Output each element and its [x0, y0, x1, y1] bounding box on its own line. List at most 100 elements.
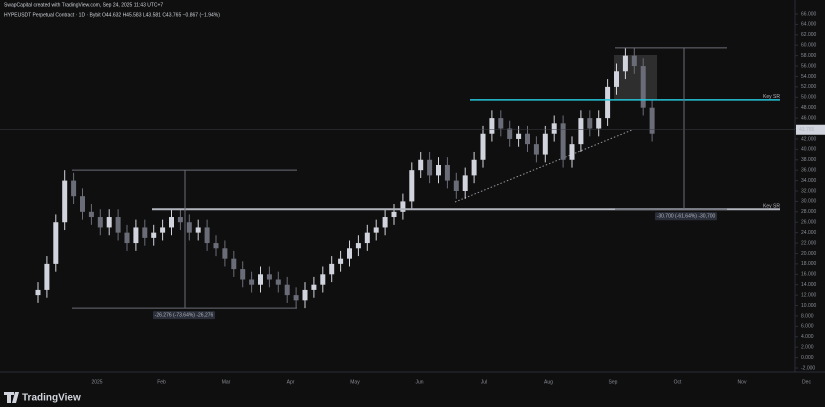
candle-body [311, 284, 317, 290]
y-tick-label: 4.000 [801, 334, 814, 340]
x-tick-label: May [350, 379, 360, 385]
y-tick-label: 2.000 [801, 345, 814, 351]
x-tick-label: Apr [287, 379, 295, 385]
candle-body [338, 258, 344, 264]
candle-body [213, 243, 219, 249]
y-tick-label: 0.000 [801, 355, 814, 361]
candle-body [605, 86, 611, 119]
candle-body [355, 243, 361, 249]
y-tick-label: 34.000 [801, 178, 817, 184]
candle-body [71, 180, 77, 197]
y-tick-label: 62.000 [801, 32, 817, 38]
candle-body [533, 144, 539, 155]
candle-body [151, 232, 157, 238]
candle-body [195, 227, 201, 233]
candle-body [106, 217, 112, 228]
x-tick-label: 2025 [91, 379, 102, 385]
candle-body [231, 258, 237, 270]
y-tick-label: 52.000 [801, 84, 817, 90]
symbol-line: HYPEUSDT Perpetual Contract · 1D · Bybit… [4, 12, 220, 18]
credit: SwapCapital created with TradingView.com… [4, 2, 163, 8]
candle-body [266, 274, 272, 280]
candle-body [542, 133, 548, 155]
y-tick-label: 32.000 [801, 188, 817, 194]
candle-body [489, 118, 495, 134]
candle-body [320, 274, 326, 285]
candle-body [507, 128, 513, 139]
candle-body [160, 227, 166, 233]
y-tick-label: 48.000 [801, 105, 817, 111]
y-tick-label: 28.000 [801, 209, 817, 215]
candle-body [480, 133, 486, 160]
y-tick-label: 26.000 [801, 220, 817, 226]
key-level-label: Key SR [763, 94, 780, 100]
candle-body [640, 66, 646, 108]
candle-body [204, 227, 210, 244]
y-tick-label: 22.000 [801, 240, 817, 246]
candle-body [427, 159, 433, 176]
candle-body [471, 159, 477, 176]
y-tick-label: 66.000 [801, 11, 817, 17]
candle-body [516, 133, 522, 139]
candle-body [222, 248, 228, 259]
candle-body [53, 222, 59, 264]
candle-body [453, 180, 459, 191]
measure-label: -30.700 (-61.64%) -30,700 [657, 214, 716, 220]
candle-body [462, 175, 468, 191]
y-tick-label: -2.000 [801, 365, 815, 371]
candle-body [418, 159, 424, 171]
candle-body [88, 211, 94, 218]
candle-body [436, 164, 441, 176]
candle-body [614, 71, 619, 87]
candle-body [400, 201, 406, 212]
y-tick-label: 18.000 [801, 261, 817, 267]
y-tick-label: 24.000 [801, 230, 817, 236]
x-tick-label: Oct [674, 379, 682, 385]
candle-body [62, 180, 68, 223]
candle-body [302, 289, 308, 301]
candle-body [525, 133, 530, 145]
candle-body [631, 55, 637, 67]
candle-body [364, 232, 370, 244]
candle-body [133, 227, 139, 244]
y-tick-label: 50.000 [801, 95, 817, 101]
y-tick-label: 36.000 [801, 168, 817, 174]
candle-body [258, 274, 263, 285]
y-tick-label: 58.000 [801, 53, 817, 59]
candle-body [569, 144, 575, 160]
y-tick-label: 6.000 [801, 324, 814, 330]
y-tick-label: 14.000 [801, 282, 817, 288]
x-tick-label: Mar [222, 379, 231, 385]
y-tick-label: 64.000 [801, 22, 817, 28]
trendline [454, 129, 633, 203]
candle-body [551, 123, 557, 134]
candle-body [124, 232, 130, 244]
candle-body [382, 217, 388, 228]
x-tick-label: Feb [157, 379, 166, 385]
y-tick-label: 20.000 [801, 251, 817, 257]
x-tick-label: Aug [544, 379, 553, 385]
candle-body [578, 118, 584, 145]
candle-body [115, 217, 121, 233]
candle-body [97, 217, 103, 228]
candle-body [35, 289, 41, 296]
candle-body [409, 170, 415, 202]
candle-body [498, 118, 504, 129]
y-tick-label: 38.000 [801, 157, 817, 163]
candle-body [293, 295, 299, 301]
y-tick-label: 54.000 [801, 74, 817, 80]
x-tick-label: Jun [415, 379, 423, 385]
candle-body [275, 279, 281, 285]
y-tick-label: 40.000 [801, 147, 817, 153]
x-tick-label: Nov [738, 379, 747, 385]
candle-body [373, 227, 379, 233]
y-tick-label: 56.000 [801, 63, 817, 69]
y-tick-label: 10.000 [801, 303, 817, 309]
x-tick-label: Jul [481, 379, 487, 385]
candle-body [444, 164, 450, 181]
candle-body [329, 263, 335, 275]
y-tick-label: 42.000 [801, 136, 817, 142]
candle-body [391, 211, 397, 218]
